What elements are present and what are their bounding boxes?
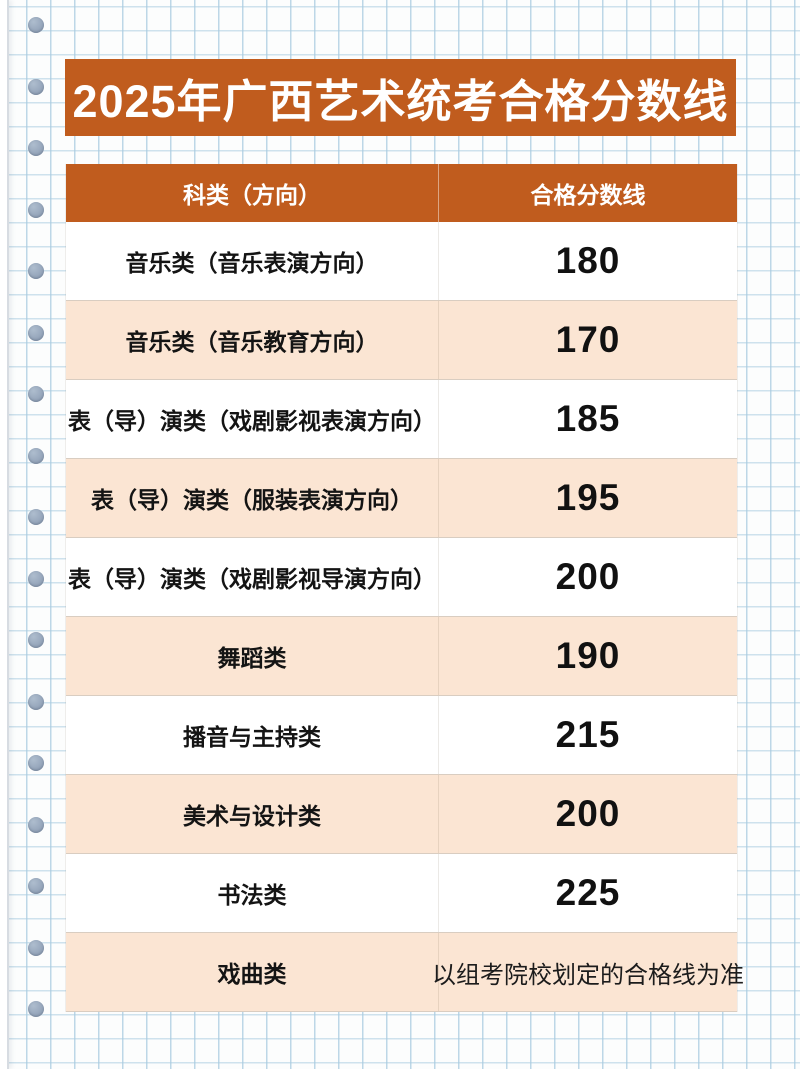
category-cell: 音乐类（音乐教育方向） (125, 329, 379, 355)
title-banner: 2025年广西艺术统考合格分数线 (65, 59, 736, 136)
binder-hole-icon (28, 447, 44, 464)
binder-hole-icon (28, 878, 44, 894)
binder-hole-icon (28, 755, 44, 771)
score-cell: 180 (438, 222, 737, 300)
binder-hole-icon (28, 939, 44, 956)
page-title: 2025年广西艺术统考合格分数线 (72, 76, 729, 127)
binder-hole-icon (28, 17, 44, 33)
score-cell: 170 (438, 301, 737, 379)
score-cell: 215 (438, 696, 737, 774)
binder-hole-icon (28, 816, 44, 833)
score-cell: 185 (438, 380, 737, 458)
table-row: 表（导）演类（戏剧影视导演方向） 200 (66, 538, 737, 617)
table-row: 音乐类（音乐教育方向） 170 (66, 301, 737, 380)
binder-hole-icon (28, 570, 44, 587)
score-note-cell: 以组考院校划定的合格线为准 (432, 933, 744, 1011)
category-cell: 播音与主持类 (183, 724, 321, 750)
score-cell: 200 (438, 775, 737, 853)
binder-hole-icon (28, 324, 44, 341)
category-cell: 音乐类（音乐表演方向） (125, 250, 379, 276)
table-row: 戏曲类 以组考院校划定的合格线为准 (66, 933, 744, 1012)
category-cell: 戏曲类 (217, 961, 287, 987)
scores-table: 科类（方向） 合格分数线 音乐类（音乐表演方向） 180 音乐类（音乐教育方向）… (65, 164, 744, 1012)
column-header-score: 合格分数线 (438, 164, 737, 222)
binder-hole-icon (28, 509, 44, 525)
table-row: 播音与主持类 215 (66, 696, 737, 775)
table-row: 书法类 225 (66, 854, 737, 933)
table-row: 表（导）演类（服装表演方向） 195 (66, 459, 737, 538)
column-header-category: 科类（方向） (183, 182, 321, 208)
table-row: 舞蹈类 190 (66, 617, 737, 696)
category-cell: 表（导）演类（戏剧影视导演方向） (68, 566, 436, 592)
table-row: 表（导）演类（戏剧影视表演方向） 185 (66, 380, 737, 459)
score-cell: 225 (438, 854, 737, 932)
binder-hole-icon (28, 693, 44, 710)
score-cell: 200 (438, 538, 737, 616)
table-row: 美术与设计类 200 (66, 775, 737, 854)
binder-hole-icon (28, 140, 44, 156)
binder-hole-icon (28, 632, 44, 648)
score-cell: 195 (438, 459, 737, 537)
binder-hole-icon (28, 263, 44, 279)
binder-hole-icon (28, 78, 44, 95)
category-cell: 书法类 (217, 882, 287, 908)
paper-edge (0, 0, 9, 1069)
category-cell: 表（导）演类（服装表演方向） (91, 487, 413, 513)
table-header-row: 科类（方向） 合格分数线 (66, 164, 737, 222)
category-cell: 表（导）演类（戏剧影视表演方向） (68, 408, 436, 434)
category-cell: 舞蹈类 (217, 645, 287, 671)
binder-hole-icon (28, 201, 44, 218)
binder-hole-icon (28, 1001, 44, 1017)
category-cell: 美术与设计类 (183, 803, 321, 829)
binder-hole-icon (28, 386, 44, 402)
score-cell: 190 (438, 617, 737, 695)
table-row: 音乐类（音乐表演方向） 180 (66, 222, 737, 301)
